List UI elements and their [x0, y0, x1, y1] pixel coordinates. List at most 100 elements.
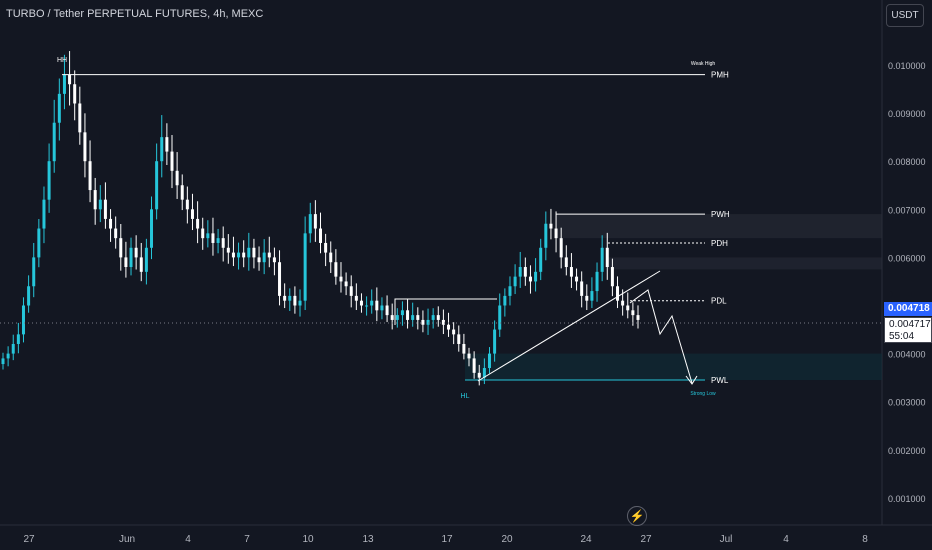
candle-body [114, 228, 118, 239]
time-tick-label: 17 [441, 534, 453, 545]
candle-body [139, 257, 143, 272]
candle-body [247, 247, 251, 258]
candle-body [595, 271, 599, 292]
candle-body [523, 267, 527, 277]
candle-body [237, 252, 241, 258]
candle-body [83, 132, 87, 162]
price-tick-label: 0.002000 [888, 446, 926, 456]
candle-body [62, 74, 66, 94]
candle-body [134, 247, 138, 258]
candle-body [400, 310, 404, 316]
candle-body [190, 209, 194, 219]
lightning-icon[interactable]: ⚡ [627, 506, 647, 526]
level-label-pdl: PDL [711, 297, 727, 306]
candle-body [390, 315, 394, 320]
candle-body [221, 238, 225, 248]
candle-body [569, 267, 573, 277]
candle-body [487, 353, 491, 369]
candle-body [93, 190, 97, 210]
candle-body [150, 209, 154, 248]
candle-body [170, 151, 174, 171]
projection-arrow-head [685, 375, 698, 385]
candle-body [426, 319, 430, 325]
candle-body [57, 93, 61, 123]
candle-body [359, 300, 363, 306]
candle-body [272, 257, 276, 263]
candle-body [631, 310, 635, 316]
candle-body [462, 343, 466, 354]
candle-body [395, 315, 399, 320]
candle-body [385, 305, 389, 316]
candle-body [124, 257, 128, 268]
candle-body [334, 262, 338, 277]
candle-body [242, 252, 246, 258]
candle-body [344, 281, 348, 287]
candle-body [1, 358, 5, 365]
candle-body [375, 300, 379, 311]
label-hl: HL [461, 393, 470, 400]
candle-body [549, 223, 553, 229]
candle-body [206, 233, 210, 239]
candle-body [626, 305, 630, 311]
candle-body [308, 214, 312, 234]
candle-body [32, 257, 36, 287]
candle-body [298, 300, 302, 306]
price-tick-label: 0.006000 [888, 253, 926, 263]
candle-body [436, 315, 440, 320]
label-weak-high: Weak High [691, 61, 716, 67]
candle-body [580, 281, 584, 296]
candle-body [513, 276, 517, 287]
candle-body [616, 286, 620, 301]
label-hh: HH [57, 57, 67, 64]
candle-body [196, 218, 200, 229]
time-tick-label: 8 [862, 534, 868, 545]
time-tick-label: 7 [244, 534, 250, 545]
price-tick-label: 0.009000 [888, 109, 926, 119]
candle-body [590, 291, 594, 301]
candle-body [329, 252, 333, 263]
range-box-line [394, 298, 497, 325]
candle-body [406, 310, 410, 320]
chart-title: TURBO / Tether PERPETUAL FUTURES, 4h, ME… [6, 8, 264, 20]
time-tick-label: 4 [783, 534, 789, 545]
time-tick-label: Jul [720, 534, 733, 545]
candle-body [16, 334, 20, 344]
candle-body [457, 334, 461, 344]
candle-body [441, 319, 445, 325]
candle-body [349, 286, 353, 296]
candle-body [88, 161, 92, 191]
candle-body [303, 233, 307, 301]
candle-body [211, 233, 215, 243]
candle-body [201, 228, 205, 239]
candle-body [498, 305, 502, 330]
candle-body [144, 247, 148, 272]
candle-body [42, 199, 46, 229]
time-tick-label: Jun [119, 534, 135, 545]
currency-button[interactable]: USDT [886, 4, 924, 27]
candle-body [119, 238, 123, 258]
candle-body [165, 137, 169, 152]
candle-body [482, 368, 486, 378]
candle-body [421, 319, 425, 325]
projection-path [629, 289, 693, 384]
candle-body [257, 257, 261, 263]
candle-body [283, 295, 287, 301]
candle-body [508, 286, 512, 296]
level-label-pdh: PDH [711, 239, 728, 248]
candle-body [416, 315, 420, 320]
price-tick-label: 0.003000 [888, 398, 926, 408]
candle-body [493, 329, 497, 354]
time-tick-label: 4 [185, 534, 191, 545]
candle-body [293, 295, 297, 306]
candle-body [452, 329, 456, 335]
candle-body [262, 252, 266, 263]
candle-body [78, 103, 82, 133]
candle-body [467, 353, 471, 359]
candle-body [6, 353, 10, 359]
candle-countdown: 55:04 [889, 331, 915, 342]
current-price-tag: 0.004717 55:04 [884, 317, 932, 343]
candle-body [539, 247, 543, 272]
candle-body [129, 247, 133, 268]
